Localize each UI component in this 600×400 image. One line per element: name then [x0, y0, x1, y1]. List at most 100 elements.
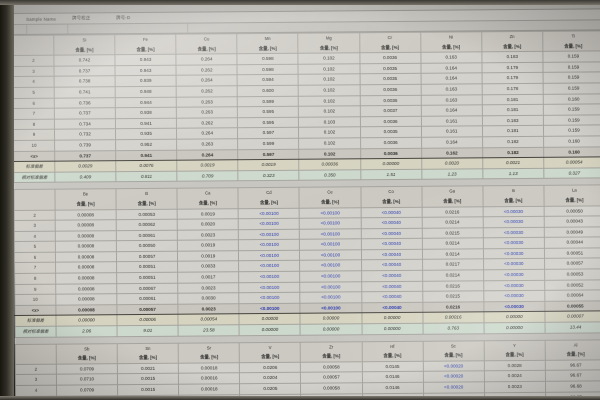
column-header-sb[interactable]: Sb 含量, [%]: [56, 343, 118, 364]
cell-ce[interactable]: <0.00100: [299, 217, 361, 229]
cell-sb[interactable]: 0.0709: [56, 363, 118, 375]
cell-zn[interactable]: 0.181: [481, 93, 544, 105]
cell-cr[interactable]: 0.0035: [359, 63, 421, 75]
cell-zr[interactable]: 0.00058: [300, 382, 363, 394]
cell-co[interactable]: <0.00040: [360, 206, 422, 218]
cell-in[interactable]: <0.00030: [483, 248, 545, 260]
column-header-in[interactable]: In 含量, [%]: [482, 185, 544, 207]
cell-la[interactable]: 0.00043: [544, 215, 600, 228]
column-header-sc[interactable]: Sc 含量, [%]: [422, 340, 485, 362]
cell-b[interactable]: 0.00057: [116, 251, 178, 263]
cell-co[interactable]: <0.00040: [361, 270, 423, 282]
cell-sr[interactable]: 0.00018: [178, 383, 240, 395]
column-header-si[interactable]: Si 含量, [%]: [53, 34, 116, 56]
cell-ce[interactable]: <0.00100: [300, 292, 362, 304]
cell-cu[interactable]: 0.264: [176, 75, 238, 87]
cell-sr[interactable]: 0.00016: [178, 373, 240, 385]
cell-ca[interactable]: 0.0017: [177, 271, 240, 283]
cell-b[interactable]: 0.00067: [116, 282, 178, 294]
cell-fe[interactable]: 0.941: [115, 117, 177, 130]
cell-ca[interactable]: 0.0019: [177, 240, 239, 252]
column-header-v[interactable]: V 含量, [%]: [239, 341, 301, 363]
cell-fe[interactable]: 0.944: [115, 96, 177, 108]
cell-sc[interactable]: <0.00020: [423, 381, 485, 393]
cell-in[interactable]: <0.00030: [483, 269, 545, 281]
cell-co[interactable]: <0.00040: [360, 249, 423, 261]
cell-be[interactable]: 0.00008: [55, 219, 117, 231]
cell-b[interactable]: 0.00061: [116, 229, 178, 241]
column-header-mn[interactable]: Mn 含量, [%]: [237, 33, 299, 54]
cell-ni[interactable]: 0.164: [420, 104, 483, 117]
cell-cd[interactable]: <0.00100: [238, 218, 300, 230]
cell-ce[interactable]: <0.00100: [299, 207, 361, 219]
cell-la[interactable]: 0.00052: [544, 279, 600, 291]
column-header-ni[interactable]: Ni 含量, [%]: [420, 31, 482, 53]
cell-cd[interactable]: <0.00100: [238, 271, 301, 283]
cell-ni[interactable]: 0.164: [420, 73, 482, 85]
column-header-cu[interactable]: Cu 含量, [%]: [175, 33, 238, 55]
cell-co[interactable]: <0.00040: [360, 217, 422, 229]
cell-co[interactable]: <0.00040: [360, 227, 423, 240]
cell-la[interactable]: 0.00057: [544, 258, 600, 270]
cell-ti[interactable]: 0.159: [543, 114, 600, 126]
cell-fe[interactable]: 0.939: [115, 75, 177, 87]
cell-ca[interactable]: 0.0030: [177, 292, 240, 305]
cell-cd[interactable]: <0.00100: [238, 260, 301, 272]
cell-cd[interactable]: <0.00100: [238, 207, 300, 219]
cell-al[interactable]: 96.67: [545, 359, 600, 371]
cell-ca[interactable]: 0.0033: [177, 261, 239, 273]
cell-co[interactable]: <0.00040: [361, 280, 423, 293]
cell-mg[interactable]: 0.102: [298, 63, 360, 75]
cell-y[interactable]: 0.0024: [484, 370, 546, 382]
cell-la[interactable]: 0.00053: [544, 268, 600, 280]
column-header-la[interactable]: La 含量, [%]: [543, 185, 600, 206]
cell-be[interactable]: 0.00008: [55, 262, 117, 274]
cell-si[interactable]: 0.741: [54, 86, 116, 98]
cell-b[interactable]: 0.00051: [116, 272, 178, 284]
cell-ga[interactable]: 0.0215: [422, 291, 484, 303]
cell-cu[interactable]: 0.262: [176, 64, 238, 76]
cell-mg[interactable]: 0.102: [298, 105, 360, 118]
column-header-y[interactable]: Y 含量, [%]: [483, 339, 546, 361]
cell-mg[interactable]: 0.102: [298, 52, 360, 65]
cell-be[interactable]: 0.00008: [55, 272, 117, 284]
column-header-ti[interactable]: Ti 含量, [%]: [542, 30, 600, 52]
cell-ga[interactable]: 0.0216: [422, 280, 484, 292]
cell-si[interactable]: 0.737: [53, 65, 116, 77]
cell-b[interactable]: 0.00050: [116, 240, 178, 252]
column-header-fe[interactable]: Fe 含量, [%]: [114, 34, 177, 55]
cell-sc[interactable]: <0.00020: [423, 371, 485, 383]
column-header-cr[interactable]: Cr 含量, [%]: [359, 32, 421, 53]
cell-ce[interactable]: <0.00100: [299, 228, 361, 240]
cell-cd[interactable]: <0.00100: [238, 239, 300, 251]
cell-in[interactable]: <0.00030: [483, 227, 545, 239]
cell-be[interactable]: 0.00008: [55, 283, 117, 295]
cell-ni[interactable]: 0.163: [420, 94, 483, 106]
cell-cd[interactable]: <0.00100: [238, 228, 300, 241]
cell-ti[interactable]: 0.159: [543, 82, 600, 94]
sample-id-value[interactable]: 牌号-D: [116, 15, 131, 21]
cell-zn[interactable]: 0.181: [482, 125, 544, 137]
cell-zn[interactable]: 0.179: [481, 72, 544, 84]
cell-v[interactable]: 0.0206: [239, 362, 301, 374]
cell-mn[interactable]: 0.598: [237, 64, 299, 76]
cell-ni[interactable]: 0.164: [421, 136, 483, 148]
cell-ca[interactable]: 0.0019: [177, 250, 239, 262]
cell-be[interactable]: 0.00008: [55, 230, 117, 242]
cell-cr[interactable]: 0.0035: [360, 126, 422, 138]
cell-cu[interactable]: 0.263: [176, 96, 238, 108]
cell-zn[interactable]: 0.179: [481, 62, 543, 74]
column-header-cd[interactable]: Cd 含量, [%]: [238, 187, 300, 209]
cell-cu[interactable]: 0.264: [176, 128, 238, 140]
cell-la[interactable]: 0.00050: [543, 205, 600, 217]
cell-fe[interactable]: 0.943: [115, 54, 177, 66]
cell-si[interactable]: 0.742: [53, 54, 116, 66]
cell-ce[interactable]: <0.00100: [299, 260, 362, 272]
cell-be[interactable]: 0.00008: [55, 293, 117, 306]
cell-la[interactable]: 0.00051: [544, 247, 600, 259]
cell-ti[interactable]: 0.159: [542, 51, 600, 63]
cell-si[interactable]: 0.732: [54, 129, 116, 141]
cell-mn[interactable]: 0.595: [237, 106, 299, 118]
cell-cr[interactable]: 0.0036: [359, 84, 421, 96]
cell-fe[interactable]: 0.935: [115, 128, 177, 140]
